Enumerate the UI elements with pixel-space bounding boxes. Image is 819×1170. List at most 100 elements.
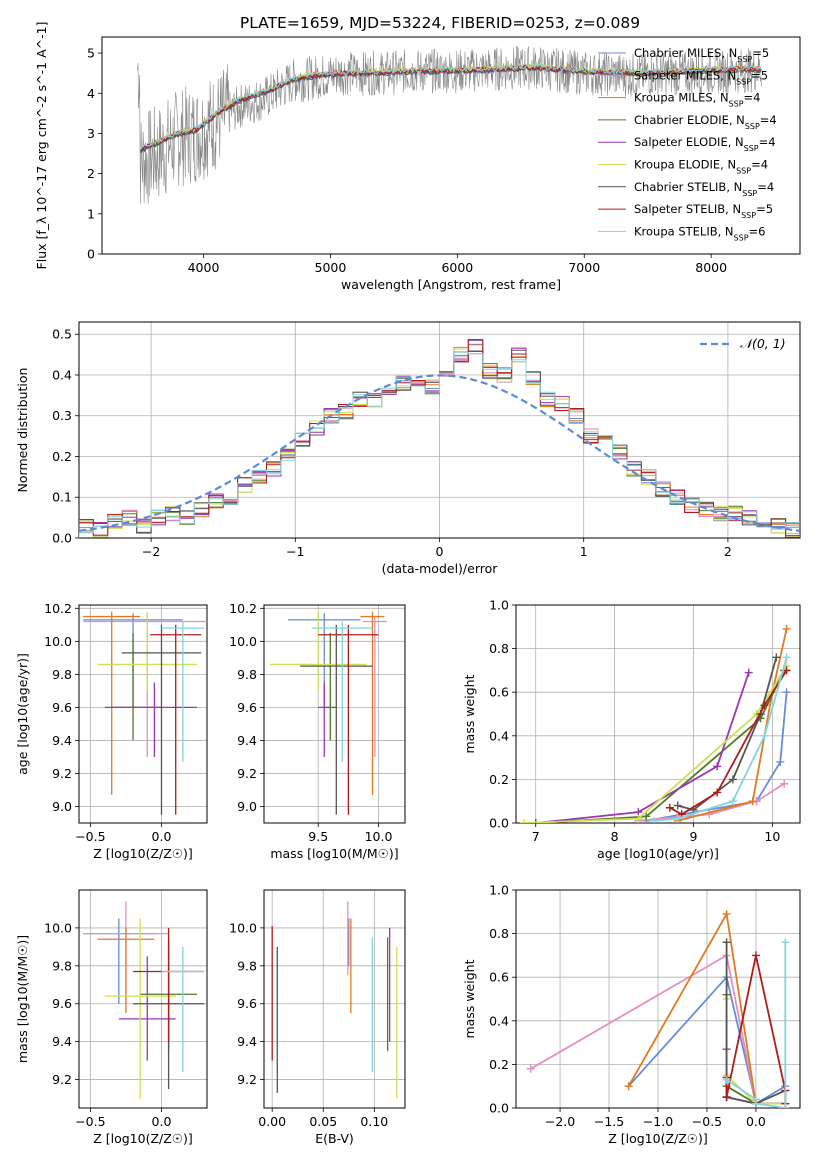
age_vs_mass-plot: [270, 611, 387, 815]
mass_vs_ebv-xtick-label: 0.05: [309, 1114, 337, 1129]
mass_vs_ebv-ytick-label: 9.2: [237, 1072, 257, 1087]
age_vs_Z-ytick-label: 9.0: [52, 799, 72, 814]
age_vs_Z-ytick-label: 9.4: [52, 733, 72, 748]
massweight_vs_age-point-marker: [728, 775, 737, 784]
massweight_vs_age-point-marker: [642, 812, 651, 821]
massweight_vs_age-point-marker: [673, 814, 682, 823]
massweight_vs_age-xtick-label: 7: [532, 829, 540, 844]
spectrum-ytick-label: 0: [87, 247, 95, 262]
massweight_vs_age-point-marker: [634, 814, 643, 823]
massweight_vs_age-series-line: [677, 628, 788, 822]
residuals-histogram: [79, 351, 800, 538]
massweight_vs_age-point-marker: [748, 797, 757, 806]
massweight_vs_age-frame: [515, 604, 801, 824]
massweight_vs_age-point-marker: [673, 801, 682, 810]
mass_vs_ebv-ytick-label: 9.6: [237, 996, 257, 1011]
age_vs_mass-ytick-label: 9.8: [237, 667, 257, 682]
residuals-xtick-label: 0: [436, 544, 444, 559]
age_vs_Z-xtick-label: −0.5: [75, 829, 105, 844]
spectrum-xtick-label: 8000: [695, 260, 727, 275]
residuals-xlabel: (data-model)/error: [382, 561, 499, 576]
massweight_vs_Z-point-marker: [722, 909, 731, 918]
spectrum-ytick-label: 4: [87, 86, 95, 101]
massweight_vs_age-point-marker: [776, 757, 785, 766]
mass_vs_Z-xtick-label: 0.0: [152, 1114, 172, 1129]
massweight_vs_Z-series-line: [627, 975, 786, 1106]
massweight_vs_Z-series-line: [725, 942, 786, 1105]
massweight_vs_age-ytick-label: 0.0: [489, 816, 509, 831]
massweight_vs_age-ylabel: mass weight: [462, 674, 477, 753]
massweight_vs_age-axes: 7 8 9 10 0.0 0.2 0.4 0.6 0.8 1.0 age [log10(age/yr…: [462, 598, 801, 861]
spectrum-data-line: [137, 45, 763, 205]
spectrum-ylabel: Flux [f_λ 10^-17 erg cm^-2 s^-1 A^-1]: [34, 22, 49, 270]
residuals-ytick-label: 0.0: [52, 531, 72, 546]
massweight_vs_Z-plot: [526, 909, 790, 1108]
massweight_vs_age-point-marker: [728, 797, 737, 806]
massweight_vs_age-xtick-label: 9: [690, 829, 698, 844]
age_vs_Z-xlabel: Z [log10(Z/Z☉)]: [93, 846, 193, 861]
spectrum-legend: Chabrier MILES, NSSP=5 Salpeter MILES, NS…: [598, 46, 777, 242]
legend-subscript: SSP: [744, 144, 759, 153]
massweight_vs_Z-point-marker: [722, 1075, 731, 1084]
massweight_vs_Z-point-marker: [624, 1082, 633, 1091]
massweight_vs_Z-xtick-label: −0.5: [692, 1114, 722, 1129]
legend-subscript: SSP: [737, 55, 752, 64]
mass_vs_Z-ytick-label: 9.4: [52, 1034, 72, 1049]
residuals-ytick-label: 0.5: [52, 327, 72, 342]
massweight_vs_age-ytick-label: 0.2: [489, 772, 509, 787]
age_vs_Z-ytick-label: 10.0: [44, 634, 72, 649]
legend-value: =5: [756, 202, 773, 216]
massweight_vs_age-series-line: [535, 672, 750, 823]
massweight_vs_age-point-marker: [713, 788, 722, 797]
spectrum-ytick-label: 1: [87, 206, 95, 221]
legend-label: Salpeter ELODIE, NSSP=4: [634, 135, 776, 153]
mass_vs_Z-plot: [83, 901, 205, 1099]
massweight_vs_age-ytick-label: 0.6: [489, 685, 509, 700]
mass_vs_Z-xlabel: Z [log10(Z/Z☉)]: [93, 1131, 193, 1146]
massweight_vs_Z-ytick-label: 0.6: [489, 970, 509, 985]
legend-value: =4: [744, 91, 761, 105]
residuals-ytick-label: 0.3: [52, 408, 72, 423]
legend-subscript: SSP: [742, 188, 757, 197]
age_vs_mass-frame: [263, 604, 406, 824]
massweight_vs_Z-ytick-label: 0.2: [489, 1057, 509, 1072]
mass_vs_ebv-xtick-label: 0.10: [360, 1114, 388, 1129]
plots-layer: 4000 5000 6000 7000 8000 0 1 2 3 4 5 wavelength [An…: [15, 22, 801, 1146]
massweight_vs_age-series-line: [638, 783, 785, 822]
legend-value: =4: [751, 158, 768, 172]
massweight_vs_age-point-marker: [782, 688, 791, 697]
spectrum-ytick-label: 5: [87, 46, 95, 61]
residuals-ylabel: Normed distribution: [15, 368, 30, 493]
age_vs_mass-xtick-label: 9.5: [308, 829, 328, 844]
residuals-xtick-label: −2: [142, 544, 160, 559]
massweight_vs_Z-ylabel: mass weight: [462, 959, 477, 1038]
legend-label: Chabrier ELODIE, NSSP=4: [634, 113, 777, 130]
spectrum-frame: [101, 36, 801, 255]
massweight_vs_Z-xtick-label: 0.0: [746, 1114, 766, 1129]
massweight_vs_Z-point-marker: [781, 1104, 790, 1108]
massweight_vs_age-point-marker: [531, 819, 540, 823]
legend-subscript: SSP: [734, 233, 749, 242]
spectrum-xlabel: wavelength [Angstrom, rest frame]: [341, 277, 561, 292]
legend-subscript: SSP: [736, 166, 751, 175]
age_vs_Z-xtick-label: 0.0: [152, 829, 172, 844]
age_vs_Z-axes: −0.5 0.0 9.0 9.2 9.4 9.6 9.8 10.0 10.2 Z [log10(Z…: [15, 601, 208, 861]
legend-value: =4: [760, 113, 777, 127]
mass_vs_Z-axes: −0.5 0.0 9.2 9.4 9.6 9.8 10.0 Z [log10(Z/Z☉)] ma…: [15, 889, 208, 1146]
age_vs_mass-ytick-label: 9.4: [237, 733, 257, 748]
legend-label: Chabrier MILES, NSSP=5: [634, 46, 769, 64]
age_vs_Z-ytick-label: 9.2: [52, 766, 72, 781]
age_vs_mass-axes: 9.5 10.0 9.0 9.2 9.4 9.6 9.8 10.0 10.2 mass [log1…: [229, 601, 406, 861]
legend-label: Salpeter MILES, NSSP=5: [634, 68, 768, 86]
spectrum-xtick-label: 6000: [441, 260, 473, 275]
age_vs_mass-ytick-label: 10.2: [229, 601, 257, 616]
legend-value: =6: [749, 224, 766, 238]
mass_vs_Z-xtick-label: −0.5: [75, 1114, 105, 1129]
mass_vs_Z-ytick-label: 9.6: [52, 996, 72, 1011]
massweight_vs_Z-xlabel: Z [log10(Z/Z☉)]: [608, 1131, 708, 1146]
legend-label: Salpeter STELIB, NSSP=5: [634, 202, 773, 220]
massweight_vs_age-point-marker: [782, 653, 791, 662]
figure-title: PLATE=1659, MJD=53224, FIBERID=0253, z=0…: [240, 14, 640, 32]
mass_vs_ebv-xtick-label: 0.00: [258, 1114, 286, 1129]
